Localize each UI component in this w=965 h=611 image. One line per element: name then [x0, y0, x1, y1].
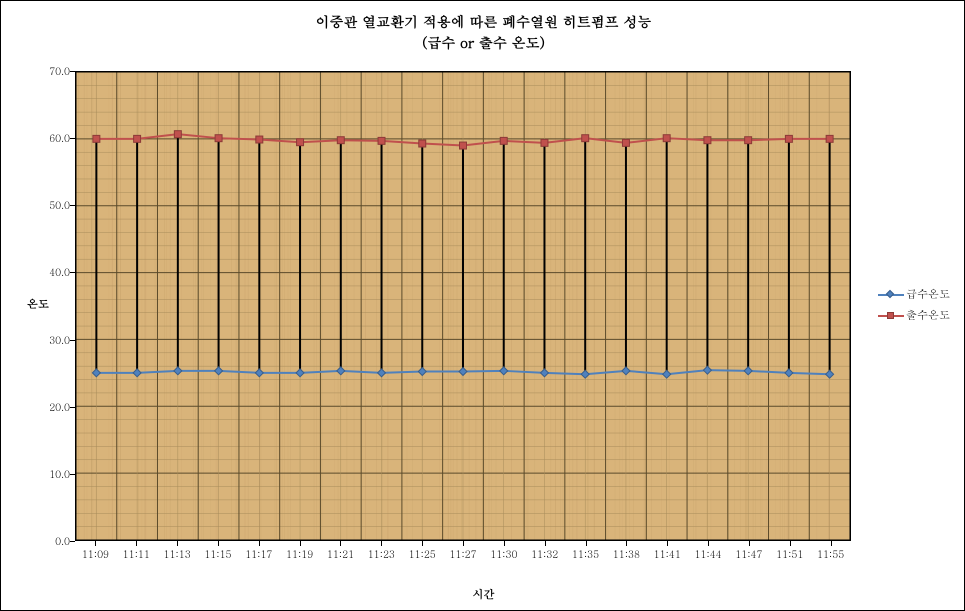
y-tick-label: 20.0	[30, 400, 70, 414]
x-tick-label: 11:13	[164, 547, 191, 561]
plot-svg	[75, 71, 851, 541]
legend-item-outlet: 출수온도	[878, 308, 950, 323]
legend-label-supply: 급수온도	[906, 287, 950, 302]
x-tick-label: 11:09	[82, 547, 109, 561]
chart-title: 이중관 열교환기 적용에 따른 폐수열원 히트펌프 성능 (급수 or 출수 온…	[1, 11, 965, 53]
x-tick-label: 11:32	[531, 547, 558, 561]
x-tick-label: 11:30	[490, 547, 517, 561]
x-tick-label: 11:47	[735, 547, 762, 561]
x-tick-label: 11:44	[694, 547, 721, 561]
title-line-2: (급수 or 출수 온도)	[1, 32, 965, 53]
legend: 급수온도 출수온도	[878, 287, 950, 329]
x-tick-label: 11:23	[368, 547, 395, 561]
y-axis-label: 온도	[27, 297, 49, 312]
x-tick-label: 11:35	[572, 547, 599, 561]
x-tick-label: 11:27	[449, 547, 476, 561]
x-axis-label: 시간	[1, 587, 965, 602]
title-line-1: 이중관 열교환기 적용에 따른 폐수열원 히트펌프 성능	[1, 11, 965, 32]
legend-item-supply: 급수온도	[878, 287, 950, 302]
y-tick-label: 0.0	[30, 534, 70, 548]
y-tick-label: 50.0	[30, 198, 70, 212]
x-tick-label: 11:17	[245, 547, 272, 561]
x-tick-label: 11:38	[613, 547, 640, 561]
x-tick-label: 11:25	[409, 547, 436, 561]
x-tick-label: 11:19	[286, 547, 313, 561]
y-tick-label: 70.0	[30, 64, 70, 78]
chart-frame: 이중관 열교환기 적용에 따른 폐수열원 히트펌프 성능 (급수 or 출수 온…	[0, 0, 965, 611]
y-tick-label: 10.0	[30, 467, 70, 481]
legend-swatch-supply	[878, 294, 904, 296]
x-tick-label: 11:15	[204, 547, 231, 561]
x-tick-label: 11:41	[654, 547, 681, 561]
y-tick-label: 30.0	[30, 333, 70, 347]
x-tick-label: 11:11	[123, 547, 150, 561]
legend-swatch-outlet	[878, 315, 904, 317]
plot-container	[75, 71, 851, 541]
y-tick-label: 40.0	[30, 265, 70, 279]
x-tick-label: 11:55	[817, 547, 844, 561]
x-tick-label: 11:21	[327, 547, 354, 561]
x-tick-label: 11:51	[776, 547, 803, 561]
y-tick-label: 60.0	[30, 131, 70, 145]
legend-label-outlet: 출수온도	[906, 308, 950, 323]
